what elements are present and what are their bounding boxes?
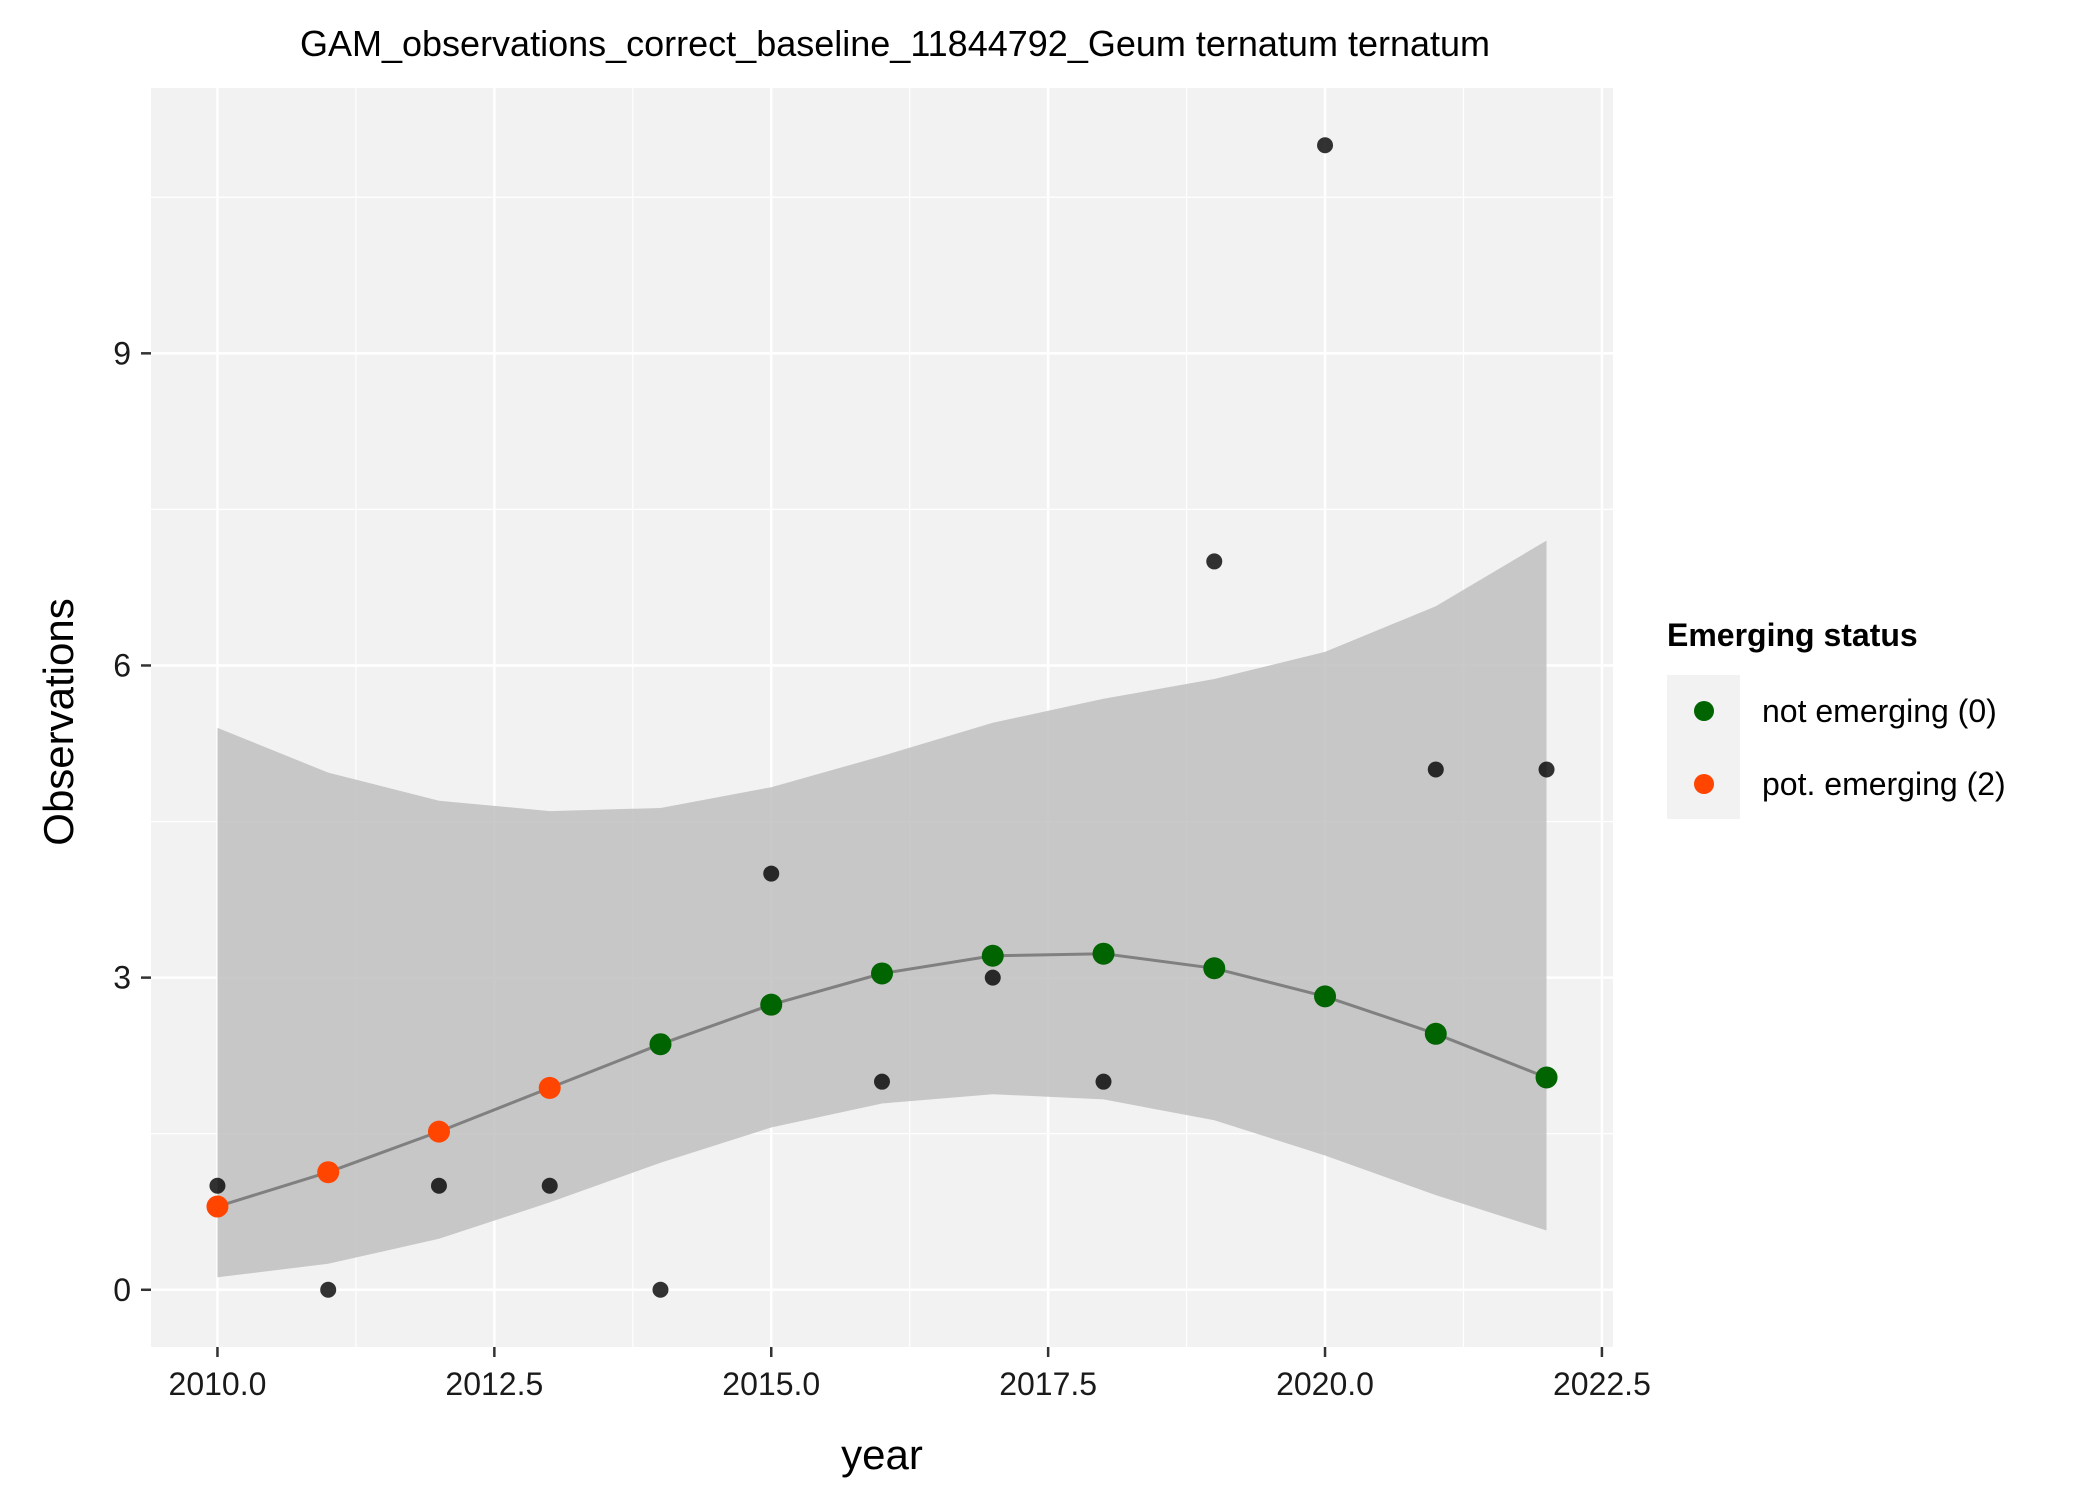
legend-label-not-emerging: not emerging (0) xyxy=(1762,693,1997,729)
chart-title: GAM_observations_correct_baseline_118447… xyxy=(300,23,1490,64)
legend-key-background xyxy=(1667,675,1740,819)
x-axis-title: year xyxy=(841,1431,923,1478)
observed-points xyxy=(209,137,1555,1298)
observed-point xyxy=(763,865,780,882)
fit-point xyxy=(649,1033,672,1056)
fit-point xyxy=(1203,957,1226,980)
legend: Emerging status not emerging (0) pot. em… xyxy=(1667,617,2006,819)
fit-point xyxy=(1424,1022,1447,1045)
legend-key-pot-emerging xyxy=(1694,774,1714,794)
x-tick-label: 2017.5 xyxy=(999,1366,1097,1402)
observed-point xyxy=(209,1177,226,1194)
fit-point xyxy=(427,1120,450,1143)
observed-point xyxy=(1095,1073,1112,1090)
observed-point xyxy=(1538,761,1555,778)
x-tick-label: 2022.5 xyxy=(1553,1366,1651,1402)
fit-point xyxy=(760,993,783,1016)
y-tick-label: 0 xyxy=(113,1272,131,1308)
x-axis: 2010.0 2012.5 2015.0 2017.5 2020.0 2022.5 xyxy=(169,1347,1651,1402)
x-tick-label: 2012.5 xyxy=(445,1366,543,1402)
x-tick-label: 2020.0 xyxy=(1276,1366,1374,1402)
fit-point xyxy=(981,944,1004,967)
observed-point xyxy=(1427,761,1444,778)
fit-points xyxy=(206,942,1558,1218)
x-tick-label: 2010.0 xyxy=(169,1366,267,1402)
legend-label-pot-emerging: pot. emerging (2) xyxy=(1762,766,2006,802)
fit-point xyxy=(1314,985,1337,1008)
observed-point xyxy=(652,1281,669,1298)
y-tick-label: 3 xyxy=(113,960,131,996)
y-tick-label: 9 xyxy=(113,335,131,371)
observed-point xyxy=(320,1281,337,1298)
y-axis: 0 3 6 9 xyxy=(113,335,151,1308)
fit-point xyxy=(317,1161,340,1184)
fit-point xyxy=(1535,1066,1558,1089)
y-tick-label: 6 xyxy=(113,647,131,683)
legend-key-not-emerging xyxy=(1694,701,1714,721)
observed-point xyxy=(874,1073,890,1090)
fit-point xyxy=(538,1076,561,1099)
legend-title: Emerging status xyxy=(1667,617,1918,653)
observed-point xyxy=(541,1177,558,1194)
fit-point xyxy=(1092,942,1115,965)
x-tick-label: 2015.0 xyxy=(722,1366,820,1402)
y-axis-title: Observations xyxy=(35,598,82,845)
fit-point xyxy=(206,1195,229,1218)
observed-point xyxy=(1206,553,1223,570)
observed-point xyxy=(984,969,1001,986)
observed-point xyxy=(1317,137,1334,154)
fit-point xyxy=(871,962,893,985)
observed-point xyxy=(430,1177,447,1194)
